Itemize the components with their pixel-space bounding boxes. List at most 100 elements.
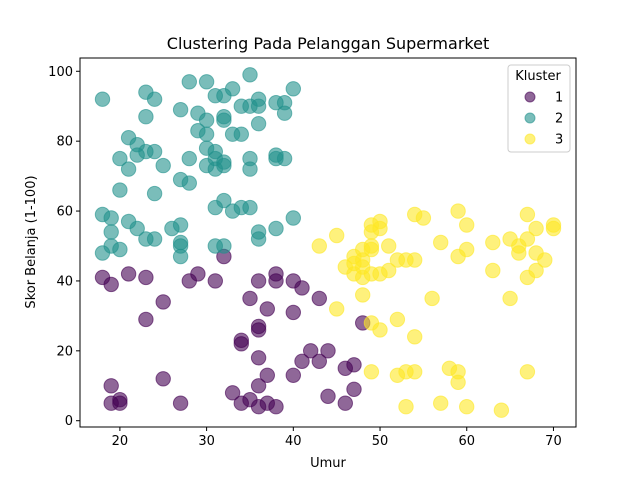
x-tick-label: 20 (112, 434, 129, 449)
data-point (250, 231, 267, 247)
data-point (103, 210, 119, 226)
data-point (372, 322, 388, 338)
legend-marker (524, 112, 536, 124)
data-point (250, 273, 267, 289)
data-point (250, 116, 267, 132)
legend: Kluster 1 2 3 (507, 64, 571, 153)
data-point (346, 381, 362, 397)
data-point (250, 98, 267, 114)
data-point (459, 217, 475, 233)
legend-marker (524, 133, 536, 145)
data-point (138, 311, 154, 328)
y-tick-label: 80 (56, 135, 73, 150)
data-point (372, 220, 388, 237)
data-point (155, 371, 171, 387)
data-point (172, 102, 189, 118)
data-point (207, 88, 224, 104)
data-point (545, 220, 562, 237)
data-point (363, 364, 380, 380)
data-point (311, 238, 327, 254)
data-point (294, 353, 310, 369)
x-tick-label: 40 (285, 434, 302, 449)
data-point (450, 248, 466, 265)
data-point (181, 74, 198, 90)
data-point (528, 262, 544, 279)
data-point (138, 269, 154, 286)
data-point (242, 199, 258, 216)
data-point (94, 245, 111, 261)
data-point (259, 367, 275, 383)
data-point (285, 210, 301, 226)
data-point (233, 126, 250, 142)
data-point (424, 290, 440, 307)
data-point (528, 220, 544, 237)
data-point (294, 280, 310, 296)
data-point (329, 227, 345, 244)
data-point (207, 199, 224, 216)
data-point (172, 395, 189, 411)
data-point (519, 231, 536, 247)
data-point (112, 182, 128, 198)
legend-marker (524, 91, 536, 103)
data-point (233, 332, 250, 348)
data-point (155, 294, 171, 310)
data-point (129, 220, 145, 237)
data-point (146, 185, 163, 202)
data-point (398, 252, 414, 268)
data-point (112, 392, 128, 408)
data-point (207, 273, 224, 289)
data-point (250, 322, 267, 338)
data-point (242, 161, 258, 177)
data-point (224, 203, 241, 219)
data-point (268, 220, 284, 237)
legend-label: 1 (555, 91, 563, 106)
data-point (363, 238, 380, 254)
data-point (207, 143, 224, 160)
data-point (493, 402, 510, 418)
data-point (129, 147, 145, 163)
data-point (346, 255, 362, 272)
legend-items: 1 2 3 (524, 91, 563, 148)
y-axis-label: Skor Belanja (1-100) (24, 175, 39, 308)
x-axis-label: Umur (310, 456, 346, 471)
data-point (303, 343, 319, 359)
data-point (250, 350, 267, 366)
data-point (155, 157, 171, 174)
data-point (120, 266, 137, 282)
data-point (207, 161, 224, 177)
x-tick-label: 50 (372, 434, 389, 449)
data-point (259, 301, 275, 317)
data-point (190, 266, 206, 282)
data-point (198, 74, 215, 90)
data-point (355, 287, 371, 303)
y-tick-label: 100 (48, 65, 73, 80)
data-point (224, 385, 241, 401)
data-point (94, 91, 111, 107)
data-point (320, 343, 336, 359)
data-point (146, 91, 163, 107)
data-point (433, 395, 449, 411)
x-tick-label: 60 (458, 434, 475, 449)
data-point (415, 210, 432, 226)
data-point (138, 109, 154, 125)
data-point (285, 304, 301, 321)
data-point (398, 399, 414, 415)
x-axis-ticks: 20 30 40 50 60 70 (112, 427, 562, 449)
data-point (164, 220, 180, 237)
legend-title: Kluster (515, 69, 561, 84)
data-point (181, 150, 198, 167)
data-point (311, 353, 327, 369)
data-point (459, 399, 475, 415)
data-point (103, 224, 119, 240)
y-tick-label: 0 (65, 414, 73, 429)
data-point (346, 357, 362, 373)
data-point (502, 290, 518, 307)
data-point (389, 367, 406, 383)
data-point (138, 231, 154, 247)
legend-label: 2 (555, 112, 563, 127)
data-point (103, 276, 119, 293)
data-point (172, 248, 189, 265)
data-point (233, 98, 250, 114)
data-point (250, 378, 267, 394)
x-tick-label: 30 (198, 434, 215, 449)
